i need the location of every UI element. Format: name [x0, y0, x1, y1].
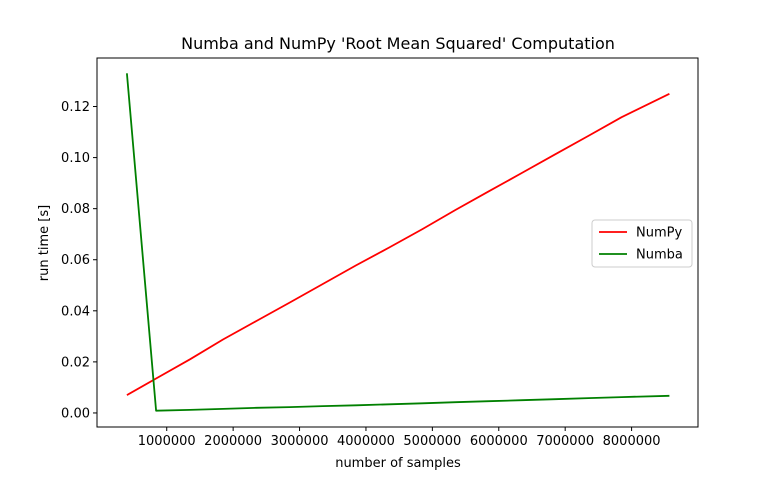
chart-title: Numba and NumPy 'Root Mean Squared' Comp… — [181, 34, 615, 53]
y-tick-label: 0.00 — [61, 406, 90, 421]
y-axis-ticks: 0.00 0.02 0.04 0.06 0.08 0.10 0.12 — [61, 100, 97, 421]
legend-label-numpy: NumPy — [636, 226, 682, 241]
x-tick-label: 1000000 — [138, 434, 196, 449]
y-tick-label: 0.10 — [61, 151, 90, 166]
x-tick-label: 5000000 — [403, 434, 461, 449]
x-tick-label: 2000000 — [204, 434, 262, 449]
series-line-numba — [126, 73, 670, 412]
plot-area-frame — [96, 57, 699, 428]
x-tick-label: 7000000 — [536, 434, 594, 449]
x-tick-label: 6000000 — [470, 434, 528, 449]
x-tick-label: 3000000 — [271, 434, 329, 449]
y-tick-label: 0.12 — [61, 100, 90, 115]
x-axis-label: number of samples — [335, 456, 461, 471]
series-lines — [126, 73, 670, 412]
legend: NumPy Numba — [591, 219, 693, 268]
x-tick-label: 4000000 — [337, 434, 395, 449]
y-tick-label: 0.02 — [61, 355, 90, 370]
y-tick-label: 0.06 — [61, 253, 90, 268]
series-line-numpy — [126, 92, 670, 396]
x-axis-ticks: 1000000 2000000 3000000 4000000 5000000 60000… — [138, 427, 661, 449]
y-tick-label: 0.08 — [61, 202, 90, 217]
y-axis-label: run time [s] — [37, 205, 52, 281]
x-tick-label: 8000000 — [603, 434, 661, 449]
y-tick-label: 0.04 — [61, 304, 90, 319]
legend-label-numba: Numba — [636, 248, 683, 263]
